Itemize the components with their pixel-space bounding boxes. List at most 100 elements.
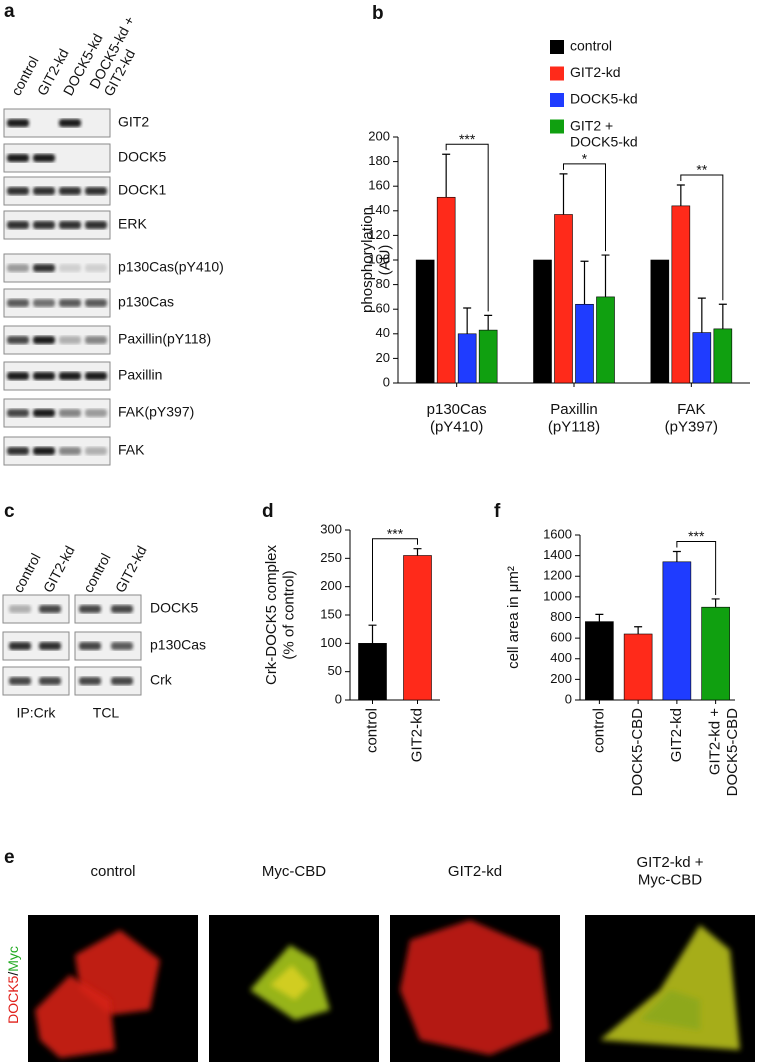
bar <box>554 214 573 384</box>
bar <box>701 606 730 701</box>
blot-band <box>7 409 29 417</box>
band-label: p130Cas <box>150 637 206 653</box>
x-tick-label: p130Cas (pY410) <box>427 401 487 435</box>
error-bar <box>711 598 720 608</box>
bar <box>457 333 477 384</box>
band-label: ERK <box>118 216 147 232</box>
blot-band <box>79 605 101 613</box>
bar <box>415 259 435 384</box>
bar <box>436 196 456 384</box>
band-label: Paxillin <box>118 367 162 383</box>
significance-bracket <box>676 541 717 595</box>
error-bar <box>595 613 604 622</box>
blot-band <box>59 264 81 272</box>
y-tick-label: 80 <box>376 276 390 291</box>
bar <box>533 259 552 384</box>
error-bar <box>601 254 610 297</box>
blot-band <box>33 409 55 417</box>
significance-bracket <box>680 174 724 301</box>
blot-band <box>85 221 107 229</box>
lane-label: control <box>80 551 114 596</box>
y-tick-label: 20 <box>376 350 390 365</box>
bar <box>358 643 387 701</box>
x-tick-label: Paxillin (pY118) <box>548 401 600 435</box>
significance-label: *** <box>459 131 476 147</box>
y-tick-label: 140 <box>368 202 390 217</box>
blot-band <box>33 336 55 344</box>
y-tick-label: 1400 <box>543 547 572 562</box>
bar <box>478 329 498 384</box>
legend-label: GIT2-kd <box>570 64 621 80</box>
x-tick-label: DOCK5-CBD <box>629 708 646 797</box>
y-axis-label: cell area in μm² <box>505 566 522 669</box>
y-tick-label: 120 <box>368 227 390 242</box>
panel-label: a <box>4 1 15 22</box>
y-tick-label: 1200 <box>543 568 572 583</box>
lane-label: GIT2-kd <box>40 543 78 595</box>
y-tick-label: 100 <box>320 635 342 650</box>
significance-label: *** <box>688 528 705 544</box>
image-title: control <box>90 863 135 880</box>
panel-label: c <box>4 501 15 522</box>
blot-band <box>7 372 29 380</box>
error-bar <box>484 314 493 331</box>
blot-band <box>59 447 81 455</box>
band-label: p130Cas(pY410) <box>118 259 224 275</box>
blot-band <box>33 264 55 272</box>
blot-band <box>7 187 29 195</box>
y-tick-label: 180 <box>368 153 390 168</box>
band-label: FAK(pY397) <box>118 404 194 420</box>
significance-label: ** <box>696 162 707 178</box>
band-label: Paxillin(pY118) <box>118 331 211 347</box>
blot-band <box>85 299 107 307</box>
blot-band <box>9 605 31 613</box>
legend-swatch <box>550 66 564 81</box>
x-tick-label: control <box>363 708 380 753</box>
blot-band <box>7 447 29 455</box>
y-tick-label: 800 <box>550 609 572 624</box>
y-tick-label: 400 <box>550 650 572 665</box>
error-bar <box>672 550 681 562</box>
blot-band <box>7 119 29 127</box>
error-bar <box>580 260 589 305</box>
band-label: GIT2 <box>118 114 149 130</box>
error-bar <box>718 303 727 329</box>
image-side-label: DOCK5/Myc <box>5 946 21 1024</box>
bar <box>623 633 653 701</box>
cell <box>640 990 700 1030</box>
blot-band <box>9 677 31 685</box>
blot-band <box>33 187 55 195</box>
blot-band <box>85 447 107 455</box>
band-label: p130Cas <box>118 294 174 310</box>
blot-band <box>9 642 31 650</box>
blot-band <box>7 154 29 162</box>
error-bar <box>634 626 643 634</box>
blot-band <box>85 409 107 417</box>
bar <box>650 259 670 384</box>
blot-band <box>39 677 61 685</box>
blot-band <box>59 336 81 344</box>
panel-label: e <box>4 847 15 868</box>
blot-band <box>33 221 55 229</box>
y-tick-label: 0 <box>565 691 572 706</box>
bar <box>585 621 614 701</box>
blot-band <box>33 447 55 455</box>
blot-band <box>79 642 101 650</box>
cell <box>400 920 550 1055</box>
blot-band <box>59 187 81 195</box>
blot-band <box>79 677 101 685</box>
y-tick-label: 0 <box>335 691 342 706</box>
cell <box>35 975 115 1058</box>
error-bar <box>697 297 706 333</box>
y-tick-label: 100 <box>368 251 390 266</box>
significance-bracket <box>445 143 489 312</box>
y-tick-label: 160 <box>368 178 390 193</box>
x-tick-label: GIT2-kd <box>408 708 425 762</box>
y-axis-label: phosphorylation(AU) <box>359 207 393 313</box>
y-tick-label: 200 <box>320 578 342 593</box>
y-tick-label: 250 <box>320 550 342 565</box>
error-bar <box>559 173 568 215</box>
y-tick-label: 150 <box>320 606 342 621</box>
blot-band <box>85 372 107 380</box>
label-part: Myc <box>5 946 21 972</box>
